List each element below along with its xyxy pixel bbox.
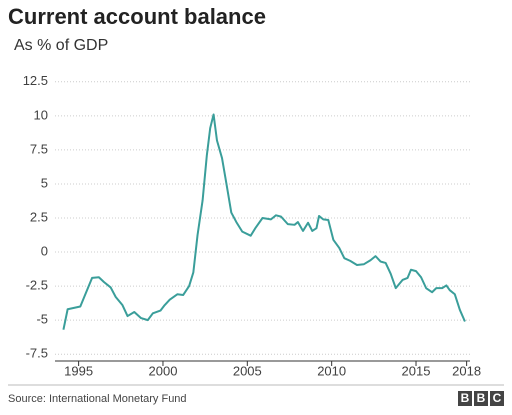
logo-letter: B	[461, 391, 470, 405]
data-line	[62, 113, 466, 330]
y-tick-label: -5	[36, 312, 48, 327]
x-tick-label: 2010	[317, 363, 346, 378]
y-tick-label: 10	[34, 107, 48, 122]
y-tick-label: 0	[41, 243, 48, 258]
y-tick-label: 12.5	[23, 73, 48, 88]
logo-letter: C	[493, 391, 502, 405]
x-tick-label: 1995	[64, 363, 93, 378]
y-tick-label: -2.5	[26, 278, 48, 293]
y-tick-label: -7.5	[26, 346, 48, 361]
logo-letter: B	[477, 391, 486, 405]
logo-box	[474, 391, 488, 406]
y-tick-label: 2.5	[30, 209, 48, 224]
x-tick-label: 2015	[402, 363, 431, 378]
x-tick-label: 2000	[149, 363, 178, 378]
logo-box	[490, 391, 504, 406]
chart-subtitle: As % of GDP	[14, 37, 108, 54]
x-tick-label: 2005	[233, 363, 262, 378]
source: Source: International Monetary Fund	[8, 393, 187, 405]
chart-title: Current account balance	[8, 4, 266, 29]
y-tick-label: 5	[41, 175, 48, 190]
logo-box	[458, 391, 472, 406]
y-tick-label: 7.5	[30, 141, 48, 156]
x-tick-label: 2018	[452, 363, 481, 378]
